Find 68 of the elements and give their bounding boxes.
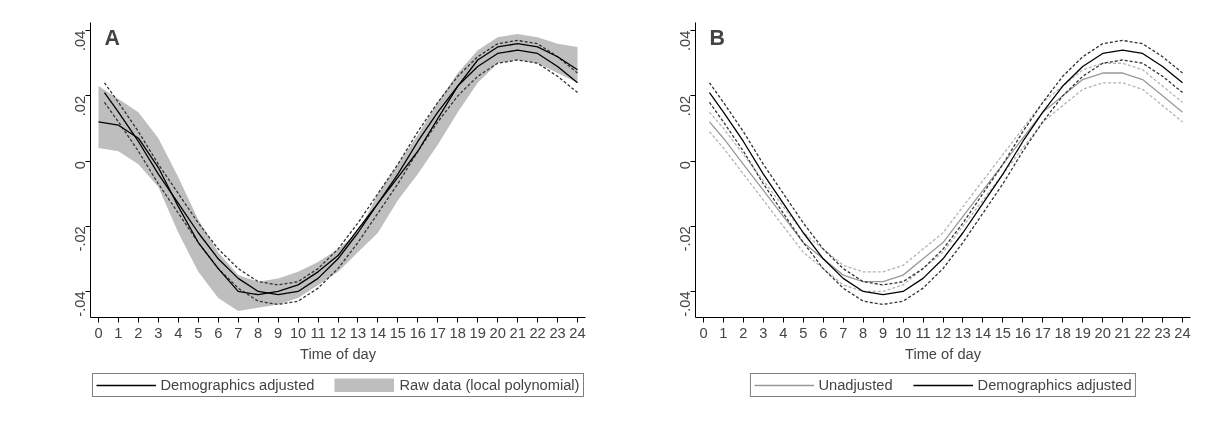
x-tick-label: 14 — [369, 324, 387, 341]
x-tick-label: 2 — [739, 324, 748, 341]
x-tick-label: 11 — [310, 324, 326, 341]
x-tick-label: 13 — [954, 324, 972, 341]
x-tick-label: 2 — [134, 324, 143, 341]
y-tick-label: -.02 — [72, 226, 89, 252]
x-tick-label: 11 — [915, 324, 931, 341]
x-tick-label: 17 — [429, 324, 446, 341]
x-tick-label: 19 — [469, 324, 486, 341]
y-tick-label: .04 — [72, 30, 89, 52]
x-tick-label: 13 — [349, 324, 367, 341]
x-tick-label: 3 — [154, 324, 163, 341]
y-tick-label: 0 — [72, 161, 89, 170]
x-tick-label: 5 — [799, 324, 808, 341]
x-tick-label: 22 — [1134, 324, 1151, 341]
annotation: B — [709, 25, 725, 50]
x-tick-label: 15 — [389, 324, 407, 341]
x-tick-label: 10 — [894, 324, 912, 341]
x-axis-title: Time of day — [904, 345, 982, 362]
x-tick-label: 3 — [759, 324, 768, 341]
x-tick-label: 8 — [859, 324, 868, 341]
x-tick-label: 0 — [699, 324, 708, 341]
legend-label: Demographics adjusted — [977, 377, 1132, 393]
x-tick-label: 23 — [1154, 324, 1171, 341]
x-tick-label: 24 — [1174, 324, 1191, 341]
y-tick-label: -.04 — [677, 291, 694, 317]
x-tick-label: 21 — [509, 324, 526, 341]
x-tick-label: 7 — [839, 324, 848, 341]
x-tick-label: 1 — [114, 324, 123, 341]
x-tick-label: 18 — [449, 324, 466, 341]
x-tick-label: 9 — [274, 324, 283, 341]
x-tick-label: 12 — [329, 324, 347, 341]
x-tick-label: 4 — [174, 324, 183, 341]
legend-label: Demographics adjusted — [160, 377, 315, 393]
y-tick-label: .04 — [677, 30, 694, 52]
x-axis-title: Time of day — [299, 345, 377, 362]
x-tick-label: 18 — [1054, 324, 1071, 341]
y-tick-label: 0 — [677, 161, 694, 170]
x-tick-label: 16 — [1014, 324, 1031, 341]
x-tick-label: 9 — [879, 324, 888, 341]
annotation: A — [104, 25, 120, 50]
x-tick-label: 17 — [1034, 324, 1051, 341]
x-tick-label: 14 — [974, 324, 992, 341]
x-tick-label: 1 — [719, 324, 728, 341]
x-tick-label: 0 — [94, 324, 103, 341]
x-tick-label: 6 — [214, 324, 223, 341]
x-tick-label: 23 — [549, 324, 566, 341]
y-tick-label: .02 — [72, 95, 89, 117]
x-tick-label: 15 — [994, 324, 1012, 341]
x-tick-label: 12 — [934, 324, 952, 341]
y-tick-label: -.04 — [72, 291, 89, 317]
x-tick-label: 8 — [254, 324, 263, 341]
x-tick-label: 16 — [409, 324, 426, 341]
x-tick-label: 24 — [569, 324, 586, 341]
x-tick-label: 19 — [1074, 324, 1091, 341]
x-tick-label: 6 — [819, 324, 828, 341]
y-tick-label: -.02 — [677, 226, 694, 252]
text: Raw data (local polynomial) — [399, 377, 580, 393]
x-tick-label: 5 — [194, 324, 203, 341]
x-tick-label: 20 — [489, 324, 506, 341]
x-tick-label: 22 — [529, 324, 546, 341]
x-tick-label: 20 — [1094, 324, 1111, 341]
x-tick-label: 4 — [779, 324, 788, 341]
x-tick-label: 7 — [234, 324, 243, 341]
x-tick-label: 10 — [289, 324, 307, 341]
legend-label: Unadjusted — [818, 377, 893, 393]
x-tick-label: 21 — [1114, 324, 1131, 341]
y-tick-label: .02 — [677, 95, 694, 117]
